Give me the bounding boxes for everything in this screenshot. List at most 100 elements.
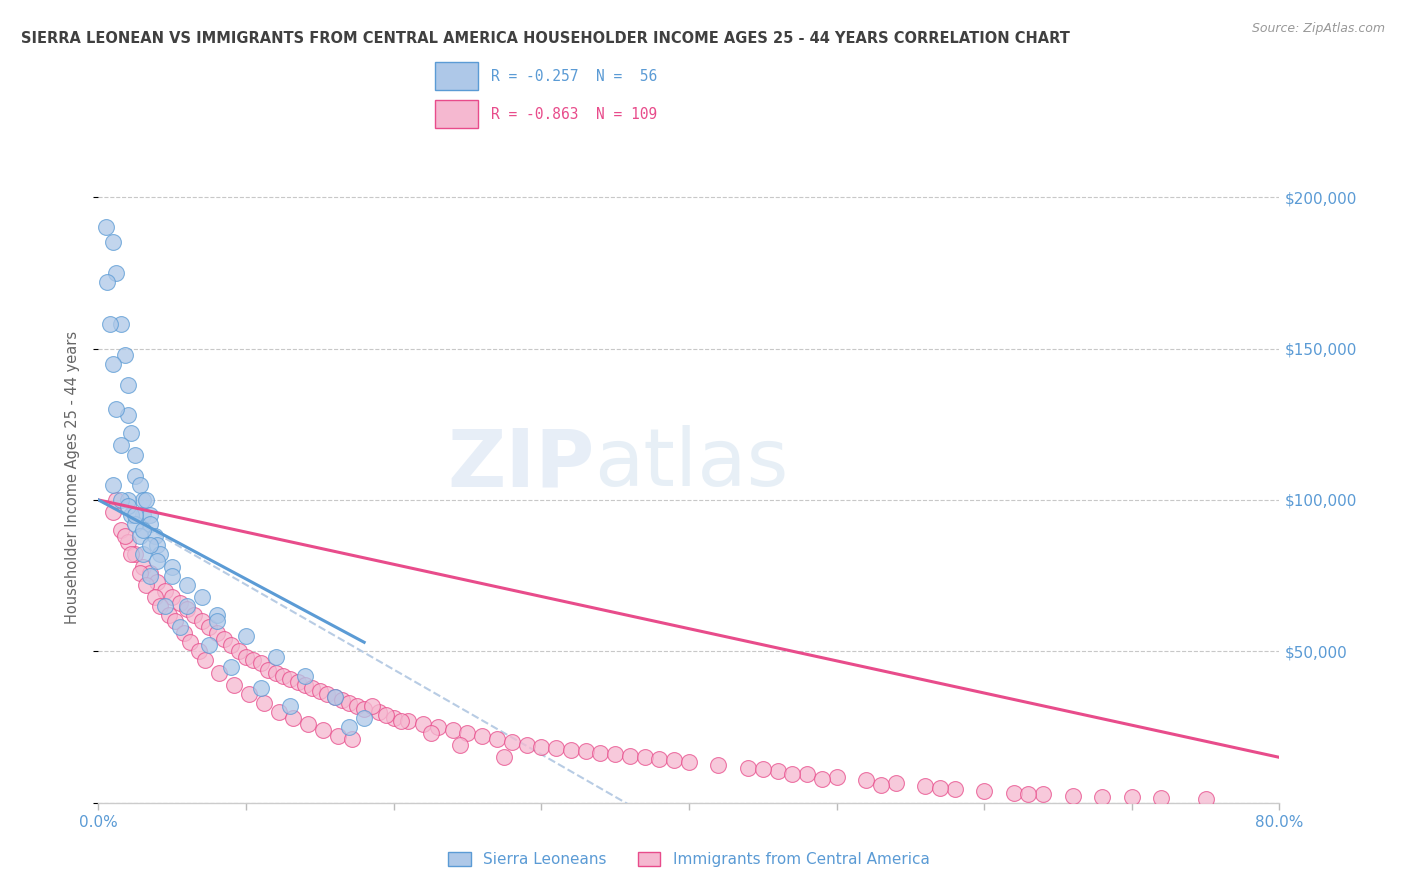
Point (139, 508, 162, 522)
Point (264, 650, 287, 665)
Point (103, 357, 125, 371)
Point (782, 767, 804, 781)
Point (176, 599, 198, 613)
Point (153, 583, 176, 598)
Point (330, 693, 353, 707)
Point (278, 672, 302, 686)
Point (494, 750, 516, 764)
Point (143, 529, 166, 543)
Point (135, 492, 157, 507)
Text: ZIP: ZIP (447, 425, 595, 503)
Point (153, 599, 176, 613)
Point (633, 750, 655, 764)
Point (312, 723, 335, 738)
Point (664, 753, 686, 767)
Point (105, 492, 128, 507)
Point (205, 626, 228, 640)
Point (117, 408, 139, 422)
Point (238, 687, 260, 701)
Point (375, 708, 398, 723)
Point (796, 767, 818, 781)
Point (501, 735, 523, 749)
Point (250, 657, 273, 671)
Point (471, 729, 494, 743)
Point (194, 653, 217, 667)
Legend: Sierra Leoneans, Immigrants from Central America: Sierra Leoneans, Immigrants from Central… (443, 846, 935, 873)
Point (110, 318, 132, 332)
Point (297, 717, 319, 731)
Point (120, 548, 142, 562)
Point (1150, 791, 1173, 805)
Point (139, 568, 162, 582)
Point (346, 698, 368, 713)
Text: R = -0.257  N =  56: R = -0.257 N = 56 (491, 69, 658, 84)
Point (264, 665, 287, 680)
Point (139, 538, 162, 552)
Point (114, 529, 136, 543)
Point (751, 763, 773, 777)
Point (294, 668, 316, 682)
Point (162, 590, 183, 604)
Point (250, 681, 273, 695)
Point (1002, 786, 1025, 800)
Point (205, 614, 228, 628)
Point (360, 698, 382, 713)
Point (117, 535, 139, 549)
Point (323, 690, 346, 704)
Bar (434, 100, 478, 128)
Point (205, 607, 228, 622)
Point (149, 548, 172, 562)
Point (287, 674, 309, 689)
Point (825, 770, 848, 784)
Point (124, 448, 146, 462)
Point (449, 738, 471, 752)
Point (242, 653, 264, 667)
Point (389, 714, 412, 728)
Point (105, 266, 128, 280)
Point (157, 607, 180, 622)
Point (128, 529, 150, 543)
Point (1062, 789, 1084, 803)
Point (973, 784, 995, 798)
Point (228, 644, 250, 658)
Point (103, 477, 125, 491)
Point (221, 659, 243, 673)
Point (1091, 789, 1114, 804)
Point (103, 505, 125, 519)
Point (301, 681, 323, 695)
Point (173, 626, 195, 640)
Point (648, 752, 671, 766)
Point (235, 629, 257, 643)
Point (412, 717, 434, 731)
Point (382, 711, 405, 725)
Point (191, 614, 214, 628)
Point (605, 747, 627, 762)
Point (855, 773, 877, 788)
Point (146, 538, 169, 552)
Point (212, 632, 235, 647)
Point (169, 620, 191, 634)
Point (135, 578, 157, 592)
Point (810, 772, 832, 786)
Point (914, 779, 936, 793)
Point (419, 726, 441, 740)
Point (110, 523, 132, 537)
Point (530, 739, 553, 754)
Point (316, 687, 339, 701)
Point (884, 776, 907, 790)
Point (737, 761, 759, 775)
Point (114, 347, 136, 361)
Point (619, 748, 641, 763)
Point (132, 559, 155, 574)
Point (176, 578, 198, 592)
Point (486, 732, 509, 747)
Point (339, 720, 360, 734)
Point (1017, 787, 1039, 801)
Point (110, 492, 132, 507)
Point (162, 568, 183, 582)
Point (98, 318, 121, 332)
Point (146, 553, 169, 567)
Point (139, 566, 162, 580)
Point (187, 644, 209, 658)
Point (191, 590, 214, 604)
